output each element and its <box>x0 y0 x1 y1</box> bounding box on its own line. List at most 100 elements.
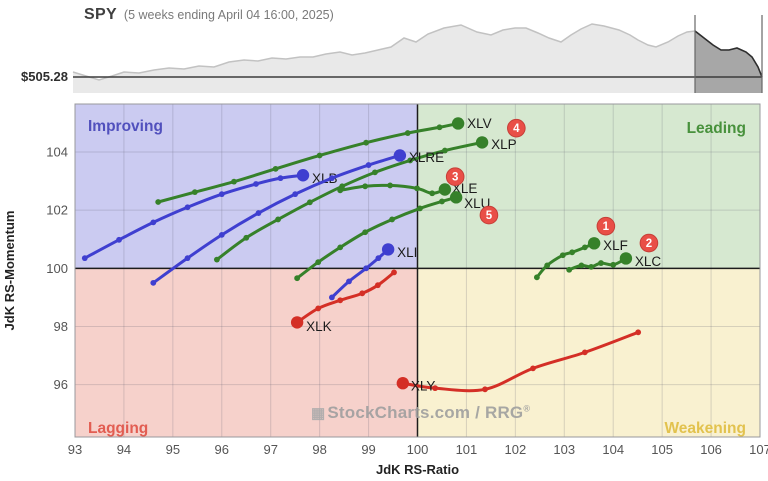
symbol-label-xli[interactable]: XLI <box>397 245 417 260</box>
number-badge-4: 4 <box>507 118 526 138</box>
price-level-label: $505.28 <box>21 69 68 84</box>
trail-point <box>231 178 237 185</box>
badge-circle <box>445 167 465 187</box>
badge-circle <box>507 118 526 138</box>
symbol-marker-xlc[interactable] <box>619 252 633 265</box>
selected-window-area <box>695 31 762 93</box>
symbol-title: SPY <box>84 6 117 23</box>
trail-point <box>243 234 250 241</box>
trail-point <box>635 329 642 336</box>
symbol-marker-xlb[interactable] <box>296 169 310 182</box>
trail-point <box>372 169 378 176</box>
trail-point <box>277 175 284 182</box>
symbol-label-xlv[interactable]: XLV <box>467 116 492 131</box>
trail-point <box>598 260 604 266</box>
trail-point <box>315 305 322 312</box>
x-axis-title: JdK RS-Ratio <box>376 462 459 477</box>
symbol-label-xlk[interactable]: XLK <box>306 319 332 334</box>
x-tick-label: 106 <box>700 442 722 457</box>
trail-point <box>337 297 344 304</box>
trail-point <box>389 216 395 223</box>
trail-point <box>213 256 220 263</box>
trail-point <box>155 199 162 205</box>
trail-point <box>275 216 281 223</box>
trail-point <box>255 210 262 216</box>
trail-point <box>116 236 122 243</box>
plot-border <box>74 103 761 438</box>
trail-point <box>407 157 414 164</box>
trail-point <box>218 191 225 198</box>
chart-header: SPY (5 weeks ending April 04 16:00, 2025) <box>84 6 334 24</box>
trail-point <box>362 229 369 236</box>
quadrant-weakening <box>417 268 760 437</box>
badge-number: 4 <box>513 123 520 135</box>
trail-point <box>442 147 448 154</box>
trail-xli: XLI <box>328 243 417 301</box>
symbol-marker-xli[interactable] <box>381 243 395 256</box>
trail-xly: XLY <box>396 329 642 394</box>
rrg-plot: Improving Leading Lagging Weakening 93 94 95 96… <box>2 103 768 477</box>
price-line <box>72 23 763 81</box>
trail-point <box>253 181 259 187</box>
symbol-label-xlf[interactable]: XLF <box>603 238 628 253</box>
trail-point <box>362 183 369 190</box>
symbol-marker-xlf[interactable] <box>587 237 601 250</box>
symbol-label-xlp[interactable]: XLP <box>491 137 517 152</box>
x-tick-label: 93 <box>68 442 82 457</box>
trail-point <box>363 139 370 146</box>
trail-point <box>346 278 352 285</box>
symbol-marker-xlv[interactable] <box>451 117 465 130</box>
price-area <box>73 24 762 93</box>
trail-xlv: XLV <box>155 116 492 205</box>
x-tick-label: 96 <box>215 442 229 457</box>
trail-xlf: XLF <box>533 237 628 281</box>
symbol-marker-xlk[interactable] <box>290 316 304 329</box>
symbol-label-xlb[interactable]: XLB <box>312 171 338 186</box>
number-badge-1: 1 <box>596 216 616 236</box>
trail-path-xly <box>401 330 640 393</box>
trail-point <box>328 294 335 301</box>
quadrant-label-leading: Leading <box>687 120 746 137</box>
trail-point <box>184 204 191 211</box>
y-axis-title: JdK RS-Momentum <box>2 211 17 331</box>
symbol-marker-xlre[interactable] <box>393 149 407 162</box>
trail-point <box>328 175 335 182</box>
trail-point <box>375 255 382 262</box>
trail-point <box>581 349 588 356</box>
trail-xlb: XLB <box>81 169 338 262</box>
symbol-marker-xlp[interactable] <box>475 136 489 149</box>
x-tick-label: 102 <box>505 442 527 457</box>
x-tick-label: 103 <box>553 442 575 457</box>
symbol-label-xlu[interactable]: XLU <box>464 196 490 211</box>
symbol-marker-xlu[interactable] <box>449 191 463 204</box>
trail-point <box>218 231 225 238</box>
trail-point <box>610 261 617 268</box>
symbol-label-xly[interactable]: XLY <box>411 379 436 394</box>
trail-point <box>533 274 540 281</box>
trail-xlre: XLRE <box>150 149 444 286</box>
trail-point <box>81 255 88 262</box>
trail-point <box>439 198 445 205</box>
symbol-label-xlc[interactable]: XLC <box>635 254 662 269</box>
trail-point <box>391 269 397 276</box>
watermark: ▦ StockCharts.com / RRG® <box>311 403 530 423</box>
symbol-label-xlre[interactable]: XLRE <box>409 150 444 165</box>
symbol-marker-xly[interactable] <box>396 376 410 390</box>
trail-xlp: XLP <box>213 136 517 263</box>
trail-point <box>292 191 299 198</box>
y-tick-label: 96 <box>54 377 68 392</box>
x-tick-label: 97 <box>263 442 277 457</box>
spy-sparkline <box>72 15 763 93</box>
badge-circle <box>479 205 499 225</box>
trail-point <box>337 187 344 194</box>
trail-point <box>429 190 436 197</box>
trail-point <box>482 386 488 393</box>
x-tick-label: 94 <box>117 442 131 457</box>
x-tick-label: 105 <box>651 442 673 457</box>
quadrant-label-weakening: Weakening <box>664 420 746 437</box>
trail-xlk: XLK <box>290 269 397 334</box>
symbol-marker-xle[interactable] <box>438 183 452 196</box>
trail-point <box>316 152 323 159</box>
trail-path-xlre <box>151 153 402 285</box>
